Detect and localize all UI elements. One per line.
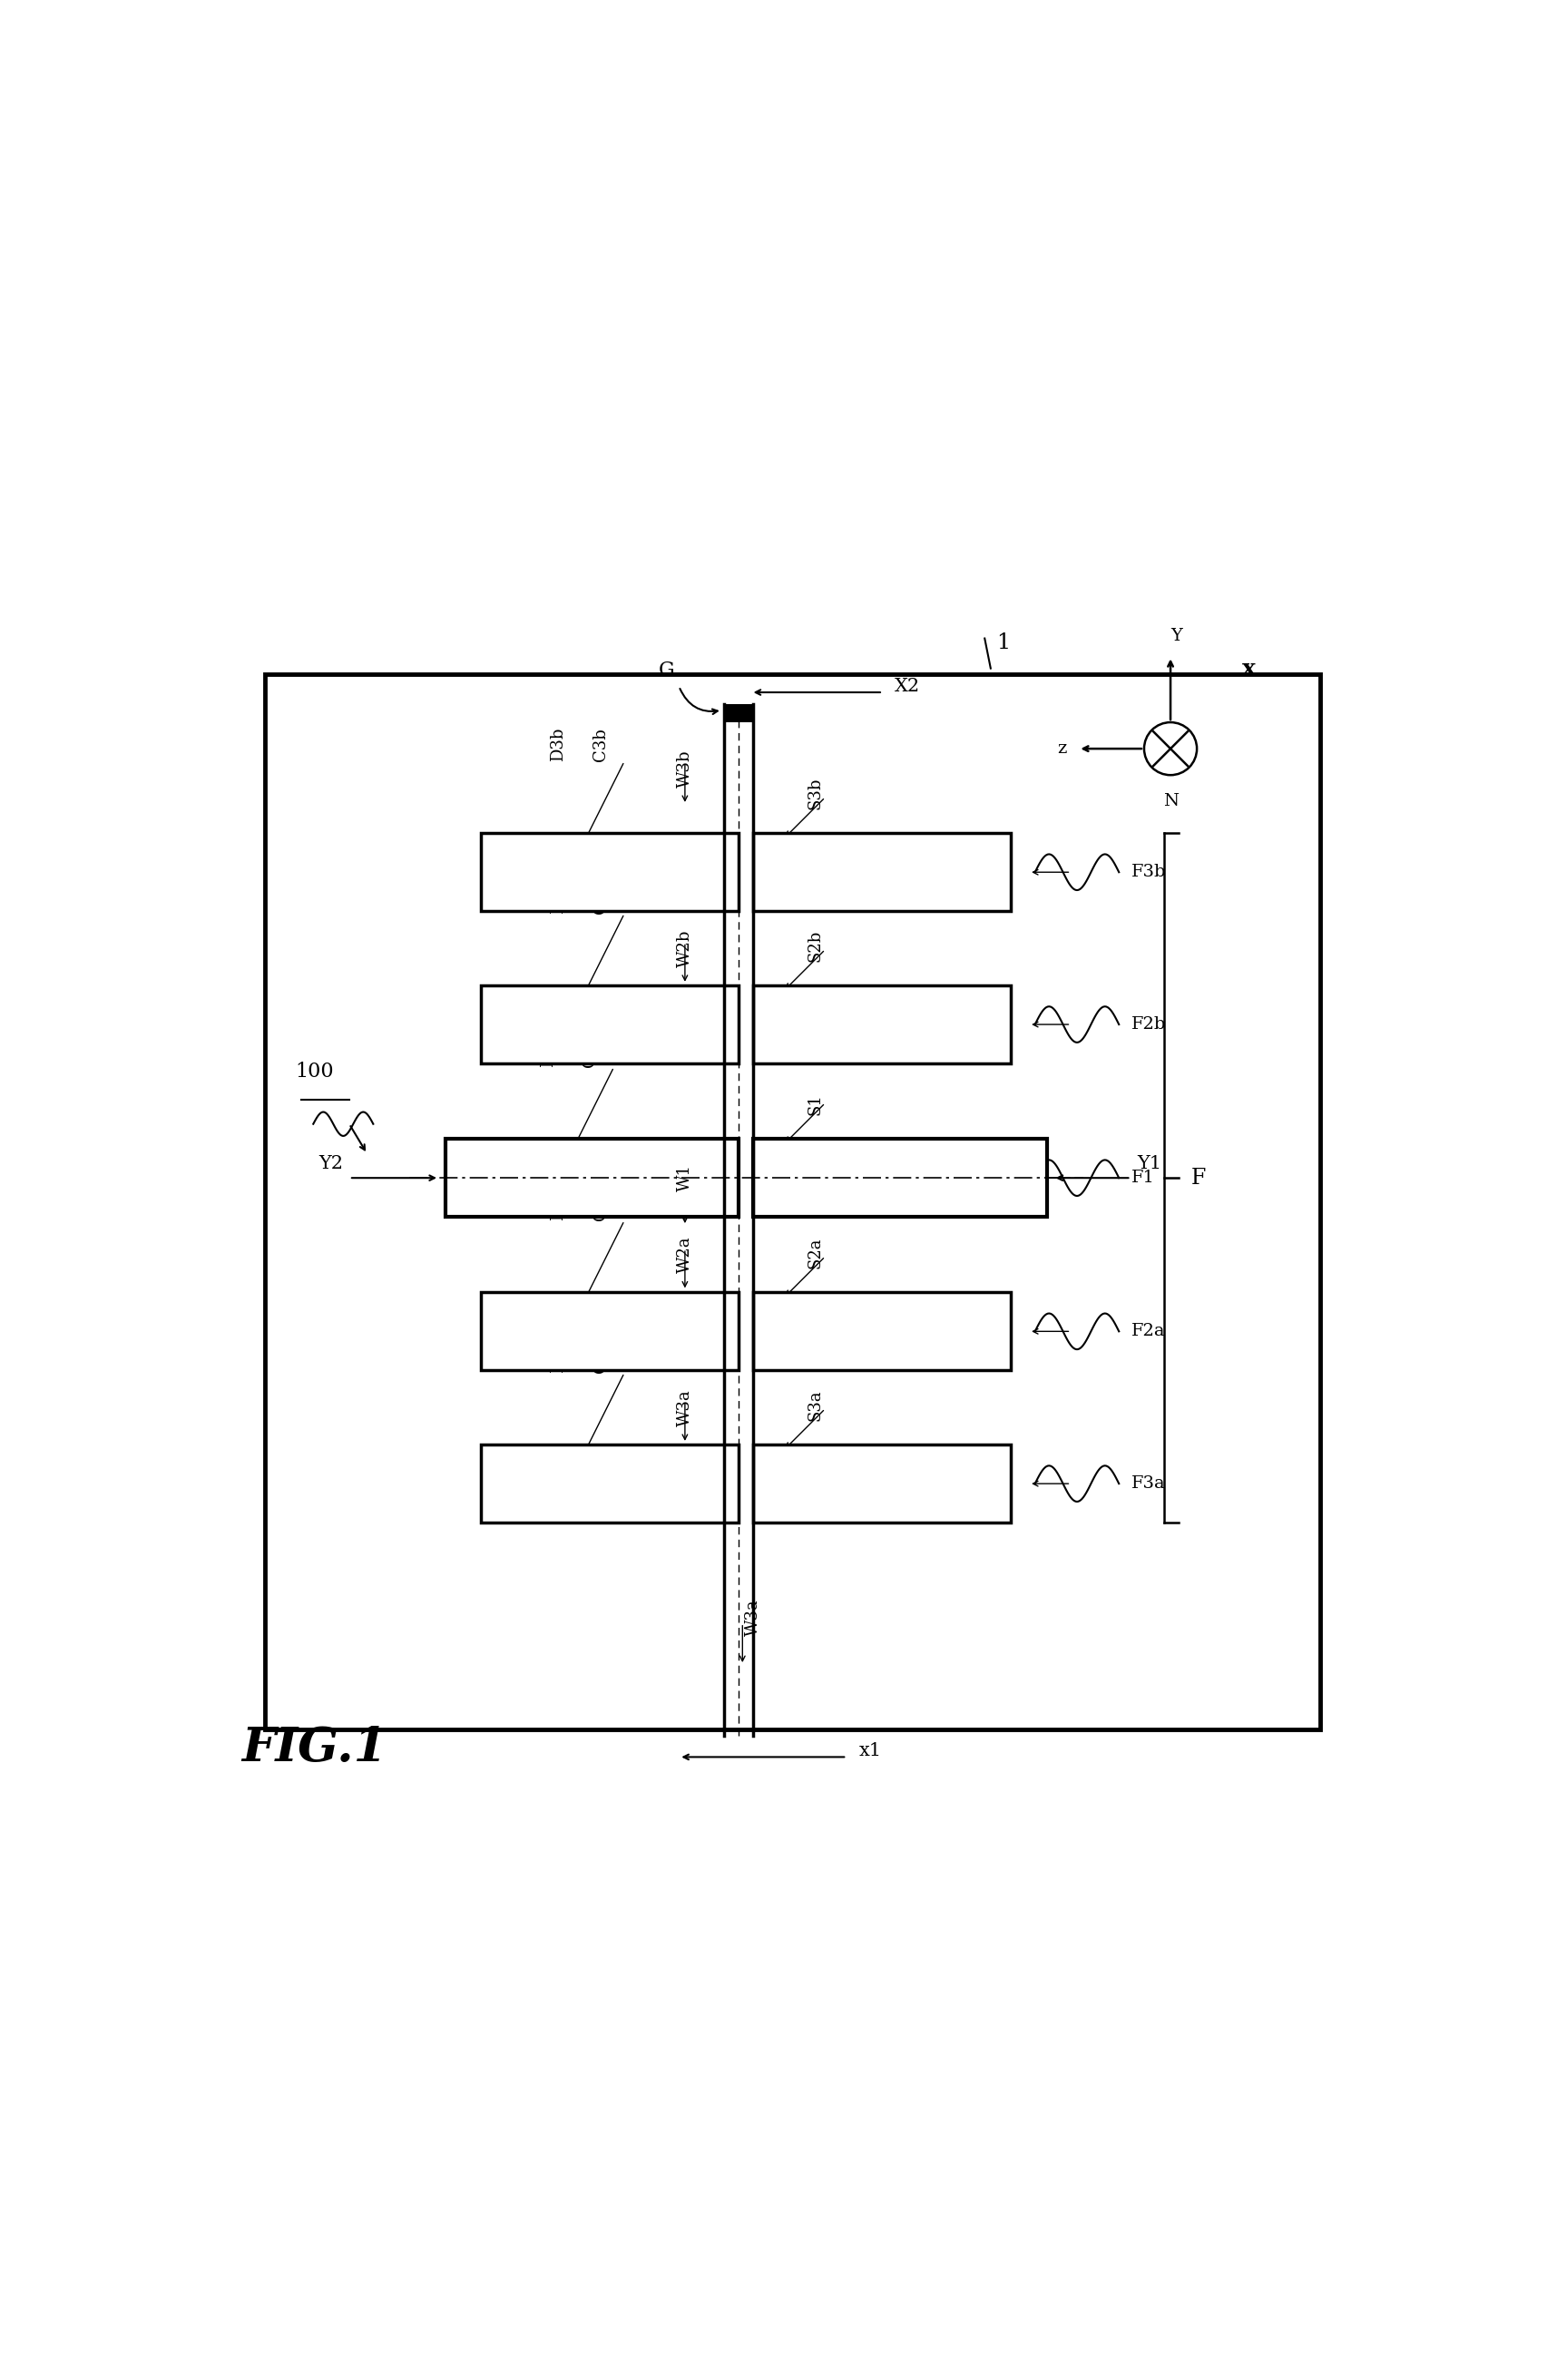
Text: F2a: F2a bbox=[1131, 1323, 1165, 1340]
Text: S1: S1 bbox=[808, 1092, 823, 1114]
Text: W2b: W2b bbox=[676, 931, 693, 966]
Text: C1: C1 bbox=[582, 1045, 599, 1066]
Text: D1: D1 bbox=[540, 1042, 555, 1066]
Text: C3a: C3a bbox=[593, 1340, 608, 1373]
Text: X2: X2 bbox=[894, 678, 920, 695]
Bar bbox=[753, 833, 1012, 912]
Text: N: N bbox=[1163, 793, 1179, 809]
Bar bbox=[481, 985, 739, 1064]
Text: 100: 100 bbox=[295, 1061, 334, 1083]
Bar bbox=[266, 674, 1321, 1730]
Text: G: G bbox=[659, 659, 674, 681]
Bar bbox=[753, 1445, 1012, 1523]
Text: C3b: C3b bbox=[593, 728, 608, 762]
Text: W3a: W3a bbox=[676, 1390, 693, 1426]
Text: FIG.1: FIG.1 bbox=[241, 1726, 387, 1771]
Bar bbox=[481, 833, 739, 912]
Text: W3b: W3b bbox=[676, 750, 693, 788]
Text: W2a: W2a bbox=[676, 1235, 693, 1273]
Text: D3b: D3b bbox=[551, 728, 566, 762]
Text: F3a: F3a bbox=[1131, 1476, 1165, 1492]
Bar bbox=[753, 1140, 1047, 1216]
Text: x: x bbox=[1242, 657, 1256, 678]
Text: D3a: D3a bbox=[551, 1340, 566, 1373]
Text: Y2: Y2 bbox=[319, 1154, 343, 1171]
Text: D2b: D2b bbox=[551, 881, 566, 914]
Text: W3a: W3a bbox=[746, 1599, 761, 1635]
Bar bbox=[724, 704, 753, 721]
Text: F: F bbox=[1191, 1169, 1205, 1188]
Bar bbox=[481, 1445, 739, 1523]
Text: D2a: D2a bbox=[551, 1188, 566, 1221]
Bar bbox=[446, 1140, 739, 1216]
Text: S3a: S3a bbox=[808, 1390, 823, 1421]
Bar bbox=[753, 985, 1012, 1064]
Text: 1: 1 bbox=[996, 633, 1010, 652]
Text: Y: Y bbox=[1171, 628, 1182, 645]
Text: S2b: S2b bbox=[808, 931, 823, 962]
Text: F3b: F3b bbox=[1131, 864, 1166, 881]
Text: W1: W1 bbox=[676, 1164, 693, 1192]
Bar bbox=[481, 1292, 739, 1371]
Text: C2a: C2a bbox=[593, 1188, 608, 1221]
Text: F2b: F2b bbox=[1131, 1016, 1166, 1033]
Text: x1: x1 bbox=[859, 1742, 882, 1759]
Text: z: z bbox=[1057, 740, 1066, 757]
Bar bbox=[753, 1292, 1012, 1371]
Text: Y1: Y1 bbox=[1137, 1154, 1162, 1171]
Text: S2a: S2a bbox=[808, 1238, 823, 1269]
Text: C2b: C2b bbox=[593, 881, 608, 914]
Text: F1: F1 bbox=[1131, 1169, 1154, 1185]
Text: S3b: S3b bbox=[808, 778, 823, 809]
